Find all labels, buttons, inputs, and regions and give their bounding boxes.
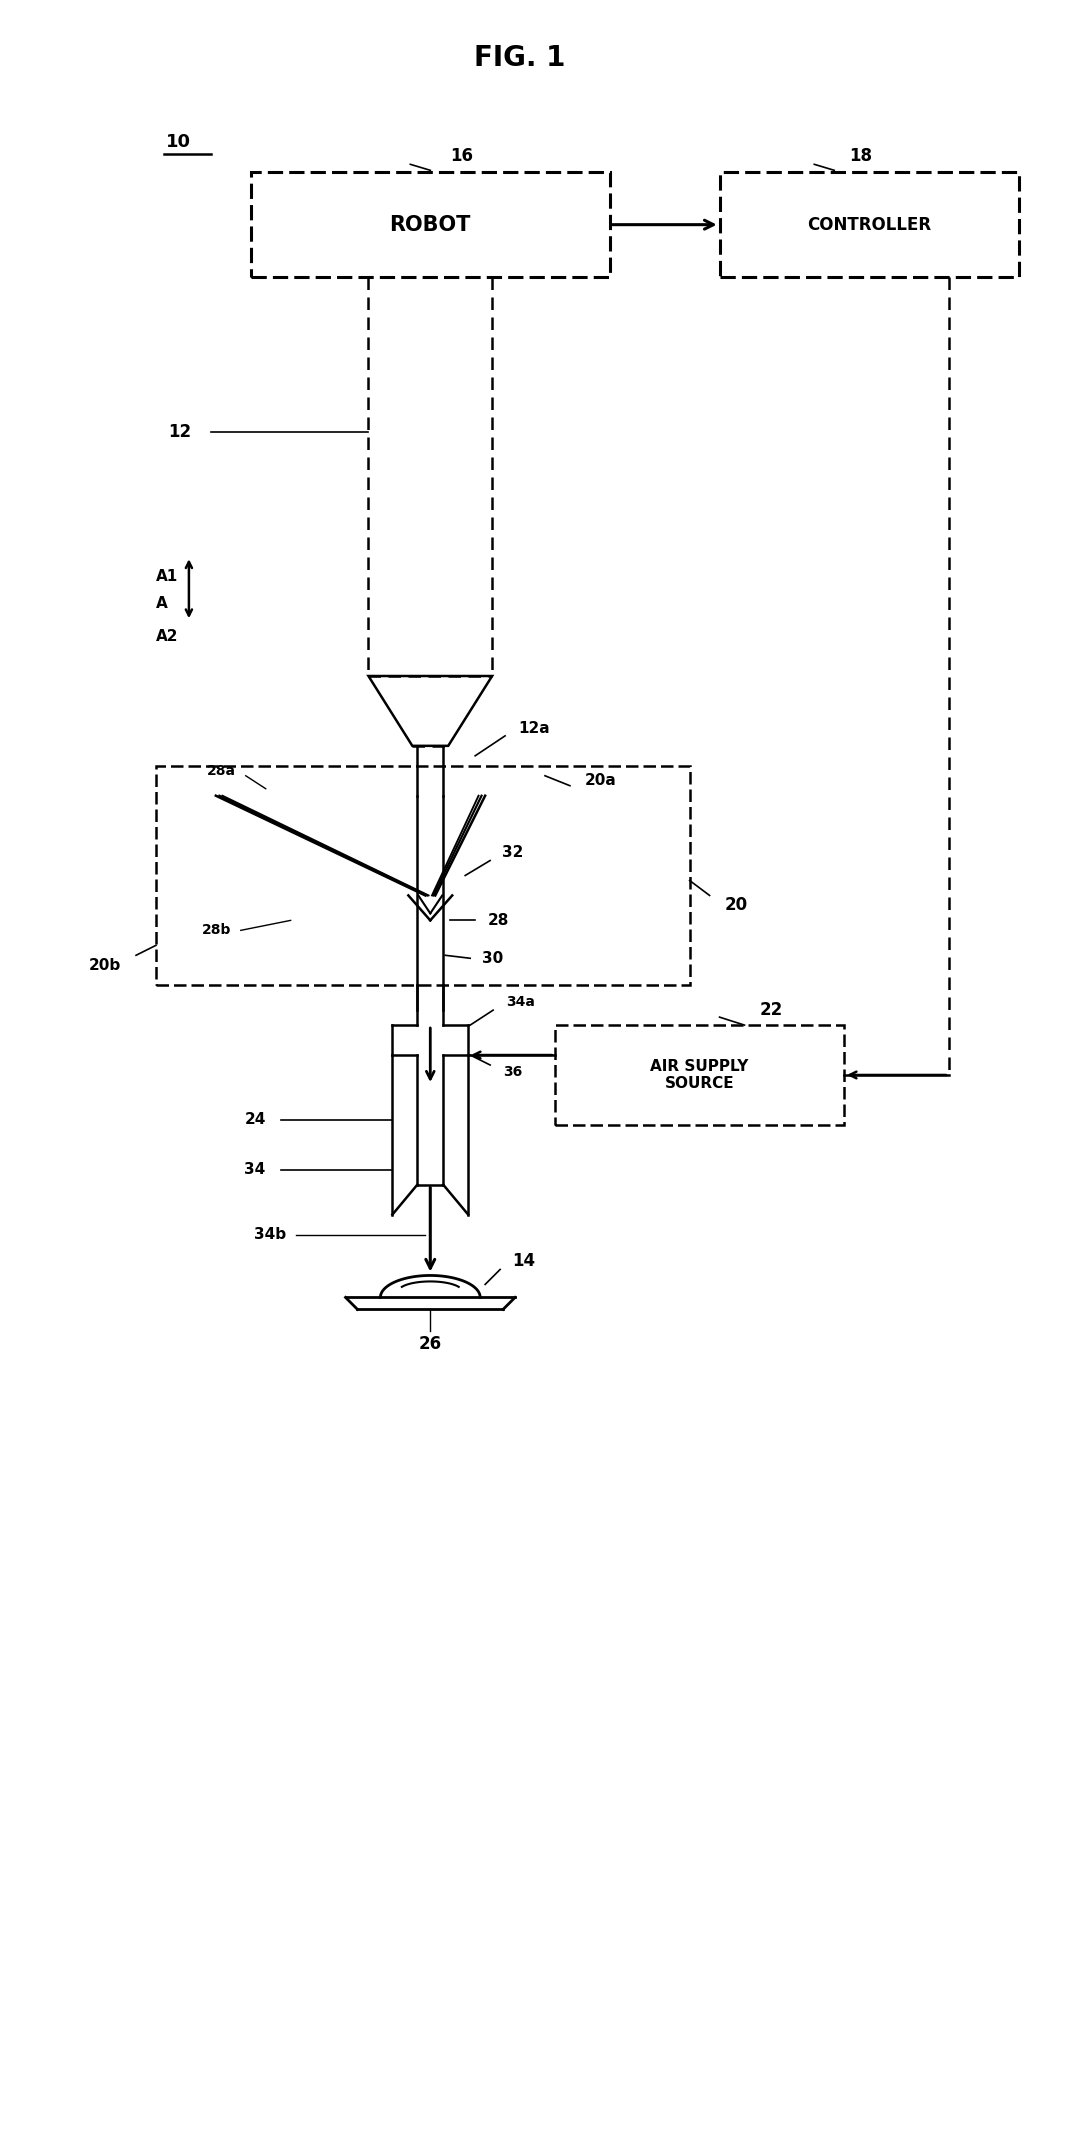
Bar [720, 173, 1018, 277]
Text: 28: 28 [489, 914, 509, 929]
Text: 12: 12 [168, 422, 191, 441]
Text: 16: 16 [450, 147, 473, 166]
Text: 26: 26 [418, 1336, 442, 1353]
Text: 30: 30 [482, 950, 504, 965]
Text: 18: 18 [850, 147, 872, 166]
Bar [555, 1025, 844, 1125]
Text: CONTROLLER: CONTROLLER [808, 215, 931, 234]
Text: 28b: 28b [201, 922, 231, 937]
Text: 32: 32 [502, 846, 523, 861]
Text: 34b: 34b [254, 1227, 285, 1242]
Polygon shape [369, 675, 492, 746]
Text: A2: A2 [156, 628, 178, 643]
Text: 10: 10 [166, 134, 191, 151]
Text: 24: 24 [244, 1112, 266, 1127]
Text: 34a: 34a [506, 995, 535, 1010]
Text: A1: A1 [156, 569, 178, 584]
Text: 36: 36 [503, 1065, 522, 1080]
Text: A: A [156, 596, 168, 611]
Bar [251, 173, 610, 277]
Text: ROBOT: ROBOT [389, 215, 471, 234]
Text: 20b: 20b [89, 958, 121, 973]
Text: 20: 20 [724, 897, 748, 914]
Text: AIR SUPPLY
SOURCE: AIR SUPPLY SOURCE [651, 1059, 749, 1091]
Text: 22: 22 [760, 1001, 783, 1018]
Text: 20a: 20a [585, 773, 616, 788]
Text: 12a: 12a [518, 722, 549, 737]
Text: 14: 14 [512, 1252, 535, 1269]
Bar [156, 767, 690, 986]
Text: 34: 34 [244, 1163, 266, 1178]
Text: FIG. 1: FIG. 1 [475, 43, 565, 72]
Text: 28a: 28a [206, 765, 236, 777]
